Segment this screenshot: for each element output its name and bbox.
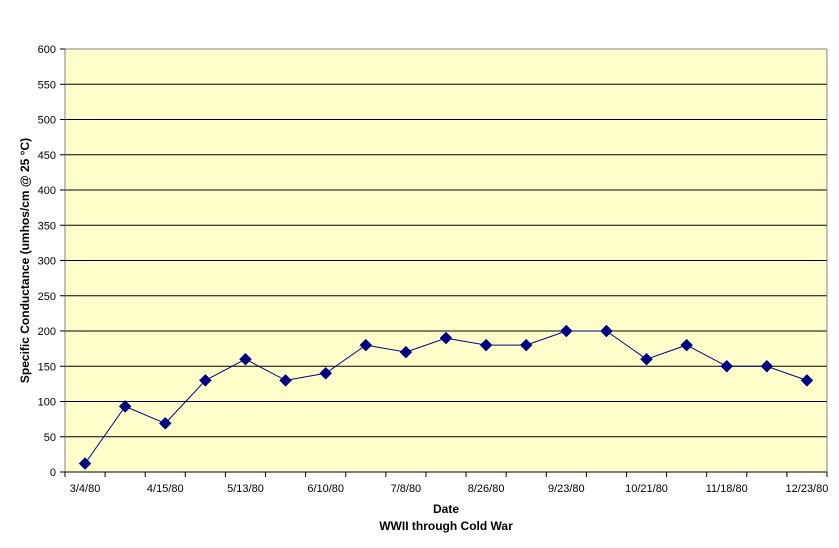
data-point-marker xyxy=(439,331,453,345)
y-tick-label: 550 xyxy=(38,79,56,91)
y-tick-label: 50 xyxy=(44,432,56,444)
data-point-marker xyxy=(399,345,413,359)
x-tick-label: 3/4/80 xyxy=(70,483,101,495)
x-tick-label: 5/13/80 xyxy=(227,483,264,495)
y-tick-label: 600 xyxy=(38,44,56,56)
x-tick-label: 4/15/80 xyxy=(147,483,184,495)
x-tick-label: 7/8/80 xyxy=(391,483,422,495)
data-point-marker xyxy=(359,338,373,352)
x-axis-subtitle: WWII through Cold War xyxy=(379,519,513,533)
x-tick-label: 6/10/80 xyxy=(307,483,344,495)
gridlines xyxy=(65,48,827,438)
data-point-marker xyxy=(720,359,734,373)
data-series xyxy=(78,324,814,470)
y-tick-label: 250 xyxy=(38,291,56,303)
data-point-marker xyxy=(199,373,212,387)
x-tick-label: 9/23/80 xyxy=(548,483,585,495)
y-tick-label: 100 xyxy=(38,397,56,409)
y-tick-label: 450 xyxy=(38,150,56,162)
x-tick-label: 11/18/80 xyxy=(706,483,748,495)
data-point-marker xyxy=(479,338,493,352)
data-point-marker xyxy=(600,324,613,338)
x-axis-ticks: 3/4/80 4/15/80 5/13/80 6/10/80 7/8/80 8/26/80… xyxy=(64,472,829,495)
x-tick-label: 10/21/80 xyxy=(625,483,668,495)
data-point-marker xyxy=(78,457,92,470)
data-point-marker xyxy=(239,352,252,366)
y-tick-label: 150 xyxy=(38,361,56,373)
y-tick-label: 350 xyxy=(38,220,56,232)
data-point-marker xyxy=(279,373,292,387)
x-tick-label: 12/23/80 xyxy=(786,483,829,495)
data-point-marker xyxy=(559,324,573,338)
data-point-marker xyxy=(118,400,132,413)
y-tick-label: 400 xyxy=(38,185,56,197)
y-axis-ticks: 0 50 100 150 200 250 300 350 400 450 500 550 600 xyxy=(38,44,65,479)
data-point-marker xyxy=(800,373,814,387)
data-point-marker xyxy=(158,417,172,430)
y-axis-title: Specific Conductance (umhos/cm @ 25 °C) xyxy=(18,138,32,383)
y-tick-label: 300 xyxy=(38,256,56,268)
data-point-marker xyxy=(319,366,333,380)
data-point-marker xyxy=(640,352,653,366)
y-tick-label: 0 xyxy=(50,467,56,479)
data-point-marker xyxy=(519,338,533,352)
x-tick-label: 8/26/80 xyxy=(468,483,505,495)
data-point-marker xyxy=(680,338,693,352)
y-tick-label: 200 xyxy=(38,326,56,338)
data-point-marker xyxy=(760,359,774,373)
x-axis-title: Date xyxy=(433,502,459,516)
y-tick-label: 500 xyxy=(38,115,56,127)
